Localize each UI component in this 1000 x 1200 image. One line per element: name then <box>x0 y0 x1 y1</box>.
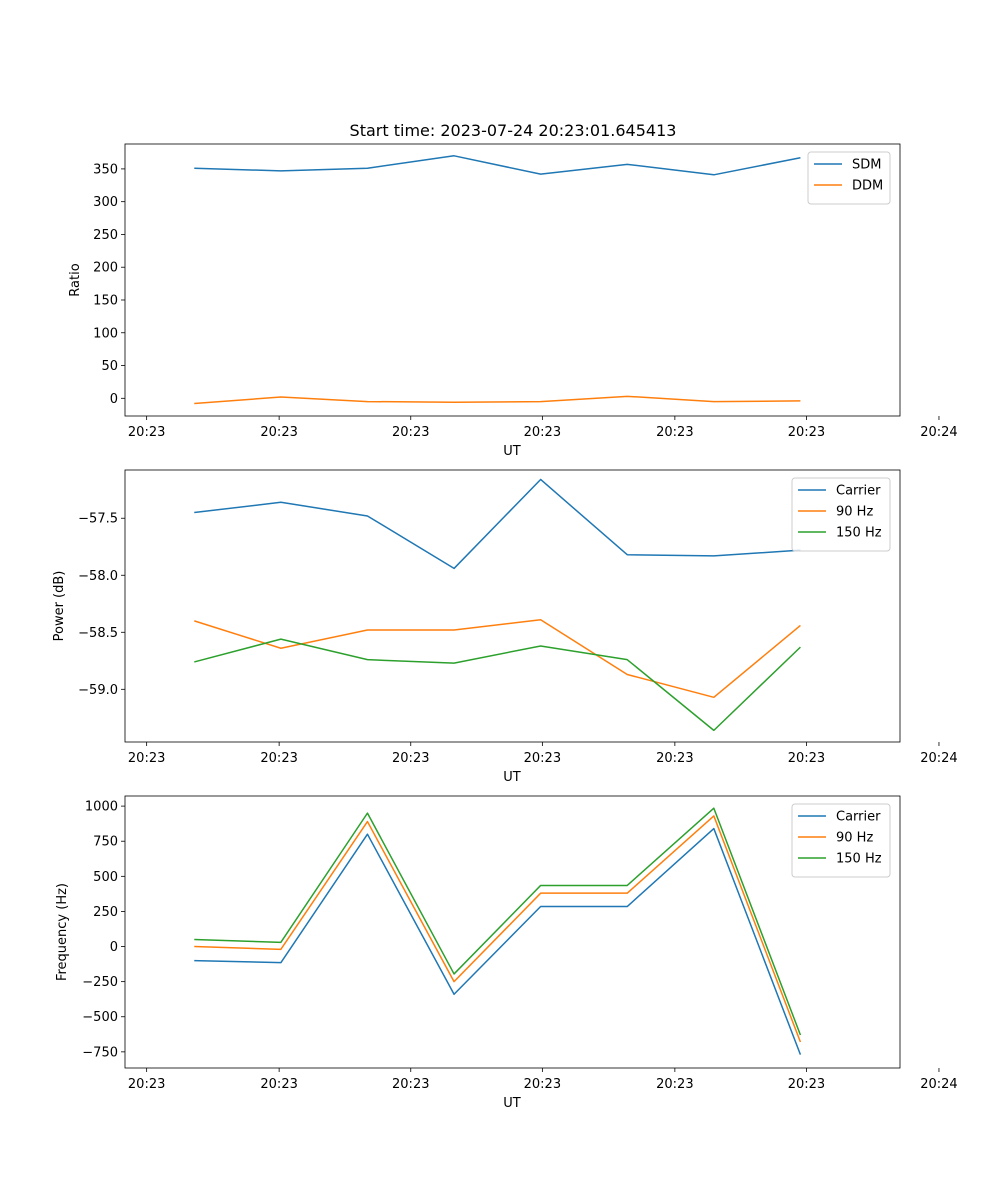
y-axis-label: Ratio <box>68 263 83 296</box>
legend-label: 90 Hz <box>836 831 873 846</box>
x-tick-label: 20:24 <box>920 1077 957 1092</box>
x-tick-label: 20:23 <box>128 1077 165 1092</box>
series-line-90-hz <box>194 618 801 699</box>
legend-label: Carrier <box>836 484 881 499</box>
legend: SDM DDM <box>807 151 891 205</box>
x-tick-label: 20:23 <box>524 1077 561 1092</box>
y-tick-label: −59.0 <box>78 683 118 698</box>
x-tick-label: 20:23 <box>656 1077 693 1092</box>
x-tick-label: 20:23 <box>260 1077 297 1092</box>
series-line-sdm <box>194 155 801 176</box>
y-tick-label: 50 <box>101 359 118 374</box>
subplot-3: 20:23 20:23 20:23 20:23 20:23 20:23 20:24 −750 −… <box>55 795 958 1111</box>
x-axis-label: UT <box>503 770 521 785</box>
x-tick-label: 20:24 <box>920 425 957 440</box>
x-tick-label: 20:24 <box>920 751 957 766</box>
legend-label: DDM <box>852 179 883 194</box>
x-tick-label: 20:23 <box>260 425 297 440</box>
x-tick-label: 20:23 <box>656 751 693 766</box>
x-tick-label: 20:23 <box>524 425 561 440</box>
y-tick-label: 300 <box>93 195 118 210</box>
x-tick-label: 20:23 <box>392 1077 429 1092</box>
x-tick-label: 20:23 <box>788 425 825 440</box>
axes-frame <box>124 143 901 417</box>
legend: Carrier 90 Hz 150 Hz <box>791 477 891 552</box>
y-tick-label: −250 <box>82 975 118 990</box>
x-tick-label: 20:23 <box>128 425 165 440</box>
y-tick-label: 100 <box>93 326 118 341</box>
legend-label: Carrier <box>836 810 881 825</box>
axes-frame <box>124 795 901 1069</box>
x-tick-label: 20:23 <box>392 425 429 440</box>
x-tick-label: 20:23 <box>656 425 693 440</box>
series-line-carrier <box>194 827 802 1055</box>
x-axis-label: UT <box>503 444 521 459</box>
y-tick-label: 150 <box>93 293 118 308</box>
x-tick-label: 20:23 <box>260 751 297 766</box>
legend-label: 150 Hz <box>836 526 882 541</box>
x-tick-label: 20:23 <box>788 751 825 766</box>
y-tick-label: 750 <box>93 835 118 850</box>
y-tick-label: 250 <box>93 228 118 243</box>
x-tick-label: 20:23 <box>128 751 165 766</box>
y-tick-label: −500 <box>82 1010 118 1025</box>
y-tick-label: 250 <box>93 905 118 920</box>
legend-label: 150 Hz <box>836 852 882 867</box>
series-line-carrier <box>194 478 801 570</box>
x-axis-label: UT <box>503 1096 521 1111</box>
series-line-150-hz <box>194 638 801 732</box>
legend-label: 90 Hz <box>836 505 873 520</box>
x-tick-label: 20:23 <box>392 751 429 766</box>
y-tick-label: −57.5 <box>78 512 118 527</box>
y-tick-label: −750 <box>82 1045 118 1060</box>
series-line-90-hz <box>194 815 802 1043</box>
plots: 20:23 20:23 20:23 20:23 20:23 20:23 20:24 0 50 10… <box>52 143 958 1111</box>
series-line-ddm <box>194 395 801 405</box>
x-tick-label: 20:23 <box>524 751 561 766</box>
figure-title: Start time: 2023-07-24 20:23:01.645413 <box>350 121 677 140</box>
series-line-150-hz <box>194 807 802 1036</box>
legend-box <box>807 151 891 205</box>
legend: Carrier 90 Hz 150 Hz <box>791 803 891 878</box>
y-tick-label: 200 <box>93 261 118 276</box>
y-tick-label: −58.0 <box>78 569 118 584</box>
subplot-2: 20:23 20:23 20:23 20:23 20:23 20:23 20:24 −57.5… <box>52 469 958 785</box>
y-axis-label: Frequency (Hz) <box>55 883 70 981</box>
y-axis-label: Power (dB) <box>52 571 67 642</box>
axes-frame <box>124 469 901 743</box>
y-tick-label: 0 <box>110 940 118 955</box>
x-tick-label: 20:23 <box>788 1077 825 1092</box>
y-tick-label: −58.5 <box>78 626 118 641</box>
subplot-1: 20:23 20:23 20:23 20:23 20:23 20:23 20:24 0 50 10… <box>68 143 958 459</box>
legend-label: SDM <box>852 158 881 173</box>
y-tick-label: 0 <box>110 392 118 407</box>
y-tick-label: 350 <box>93 162 118 177</box>
y-tick-label: 1000 <box>85 800 118 815</box>
y-tick-label: 500 <box>93 870 118 885</box>
